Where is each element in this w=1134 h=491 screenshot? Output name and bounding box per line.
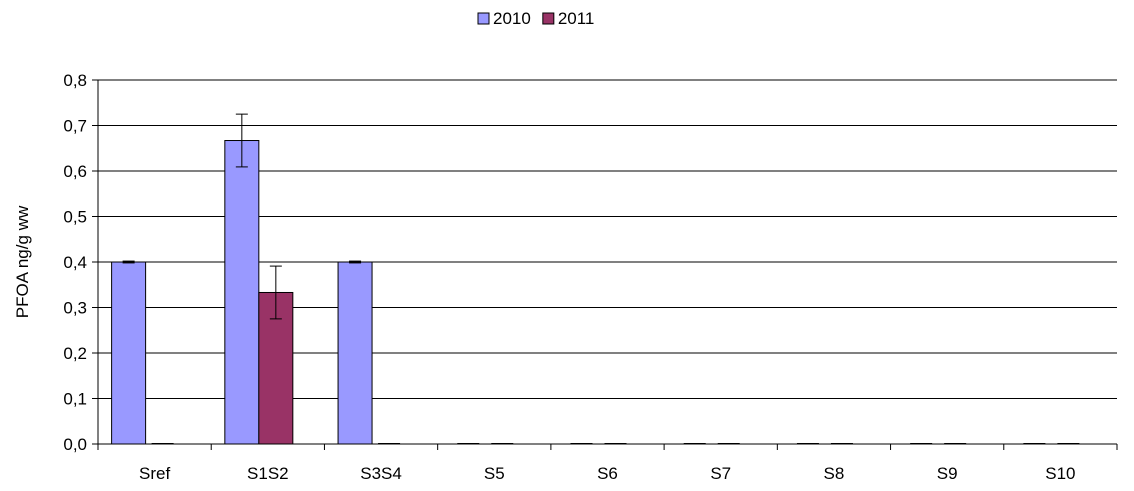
- bar-2010-Sref: [111, 261, 147, 445]
- x-tick-label: S9: [937, 464, 958, 483]
- y-tick-label: 0,7: [63, 117, 87, 136]
- y-tick-label: 0,8: [63, 71, 87, 90]
- y-axis-title: PFOA ng/g ww: [13, 205, 32, 318]
- y-tick-label: 0,3: [63, 299, 87, 318]
- bar-2010-S3S4: [337, 261, 373, 445]
- y-tick-label: 0,5: [63, 208, 87, 227]
- x-tick-label: S3S4: [360, 464, 402, 483]
- y-tick-label: 0,0: [63, 435, 87, 454]
- axes: [92, 79, 1118, 450]
- bar-2011-S1S2: [258, 291, 294, 445]
- legend: 2010 2011: [477, 9, 595, 28]
- y-tick-label: 0,1: [63, 390, 87, 409]
- x-tick-label: S8: [824, 464, 845, 483]
- x-tick-label: S5: [484, 464, 505, 483]
- legend-label-2011: 2011: [558, 9, 595, 28]
- bars: [111, 140, 373, 445]
- bar-2010-S1S2: [224, 140, 260, 445]
- x-tick-label: Sref: [139, 464, 170, 483]
- x-tick-label: S6: [597, 464, 618, 483]
- legend-swatch-2010: [477, 12, 490, 25]
- x-tick-label: S7: [710, 464, 731, 483]
- y-tick-label: 0,4: [63, 253, 87, 272]
- x-tick-label: S10: [1045, 464, 1075, 483]
- y-tick-label: 0,6: [63, 162, 87, 181]
- y-tick-labels: 0,0 0,1 0,2 0,3 0,4 0,5 0,6 0,7 0,8: [63, 71, 87, 454]
- x-tick-labels: Sref S1S2 S3S4 S5 S6 S7 S8 S9 S10: [139, 464, 1075, 483]
- y-tick-label: 0,2: [63, 344, 87, 363]
- legend-label-2010: 2010: [493, 9, 531, 28]
- legend-swatch-2011: [542, 12, 555, 25]
- x-tick-label: S1S2: [247, 464, 289, 483]
